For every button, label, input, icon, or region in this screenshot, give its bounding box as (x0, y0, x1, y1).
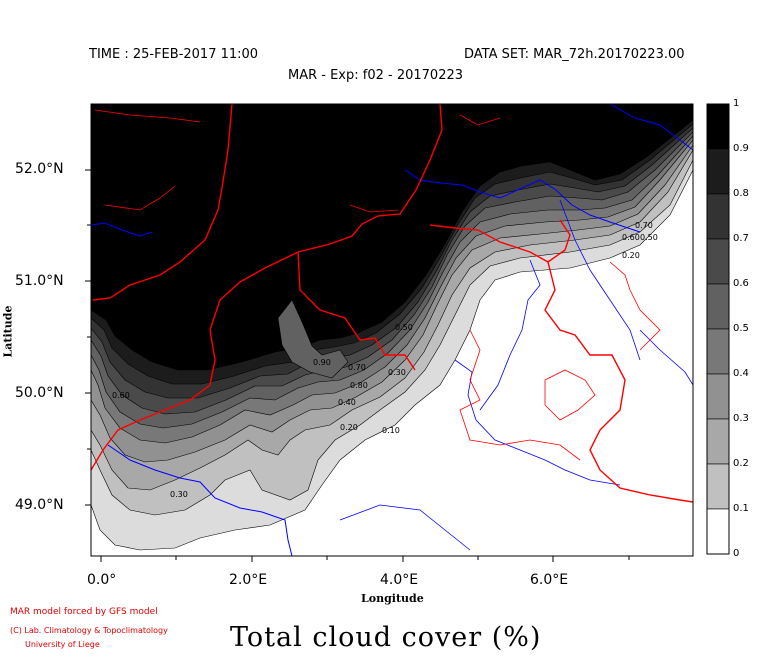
contour-label: 0.70 (635, 221, 653, 230)
colorbar-label: 0.7 (733, 233, 749, 244)
lon-tick-label: 4.0°E (380, 572, 419, 588)
colorbar-swatch (706, 463, 730, 510)
colorbar-label: 0.4 (733, 368, 749, 379)
contour-label: 0.70 (348, 363, 366, 372)
colorbar-swatch (706, 508, 730, 555)
dataset-label: DATA SET: MAR_72h.20170223.00 (464, 47, 685, 62)
contour-label: 0.30 (388, 368, 406, 377)
rivers (339, 199, 693, 551)
lon-tick-label: 2.0°E (229, 572, 268, 588)
national-borders (91, 104, 693, 503)
contour-labels: 0.90 0.80 0.70 0.60 0.50 0.40 0.30 0.20 … (112, 221, 658, 499)
contour-label: 0.50 (395, 323, 413, 332)
contour-label: 0.80 (350, 381, 368, 390)
regional-borders (94, 109, 661, 461)
contour-label: 0.60 (622, 233, 640, 242)
colorbar-label: 0.2 (733, 458, 749, 469)
plot-title: Total cloud cover (%) (230, 622, 542, 653)
colorbar (706, 103, 730, 555)
contour-label: 0.10 (382, 426, 400, 435)
lat-tick-label: 50.0°N (15, 385, 64, 401)
colorbar-label: 0 (733, 548, 740, 559)
cloud-hole (277, 299, 349, 379)
colorbar-swatch (706, 418, 730, 465)
y-axis-title: Latitude (1, 305, 15, 358)
contour-label: 0.20 (340, 423, 358, 432)
contour-label: 0.20 (622, 251, 640, 260)
contour-label: 0.40 (338, 398, 356, 407)
colorbar-swatch (706, 238, 730, 285)
contour-label: 0.50 (640, 233, 658, 242)
colorbar-frame (706, 103, 730, 555)
credit-model: MAR model forced by GFS model (10, 607, 158, 617)
map-frame (90, 103, 694, 557)
lat-tick-label: 52.0°N (15, 161, 64, 177)
time-label: TIME : 25-FEB-2017 11:00 (89, 47, 259, 62)
colorbar-label: 0.3 (733, 413, 749, 424)
lat-tick-label: 49.0°N (15, 497, 64, 513)
colorbar-label: 0.8 (733, 188, 749, 199)
colorbar-label: 0.5 (733, 323, 749, 334)
colorbar-swatch (706, 373, 730, 420)
credit-lab: (C) Lab. Climatology & Topoclimatology (10, 626, 168, 635)
colorbar-swatch (706, 103, 730, 150)
contour-label: 0.90 (313, 358, 331, 367)
x-axis-title: Longitude (361, 592, 424, 605)
colorbar-label: 0.6 (733, 278, 749, 289)
contour-label: 0.60 (112, 391, 130, 400)
colorbar-label: 1 (733, 98, 740, 109)
experiment-label: MAR - Exp: f02 - 20170223 (288, 68, 464, 83)
credit-university: University of Liege (25, 640, 100, 649)
colorbar-label: 0.1 (733, 503, 749, 514)
colorbar-swatch (706, 328, 730, 375)
colorbar-swatch (706, 193, 730, 240)
lon-tick-label: 6.0°E (530, 572, 569, 588)
lat-tick-label: 51.0°N (15, 273, 64, 289)
lon-tick-label: 0.0° (87, 572, 117, 588)
colorbar-swatch (706, 283, 730, 330)
colorbar-label: 0.9 (733, 143, 749, 154)
coastline (91, 104, 693, 556)
map-ticks (85, 169, 630, 562)
colorbar-swatch (706, 148, 730, 195)
cloud-band-1-0 (91, 104, 693, 371)
contour-label: 0.30 (170, 490, 188, 499)
